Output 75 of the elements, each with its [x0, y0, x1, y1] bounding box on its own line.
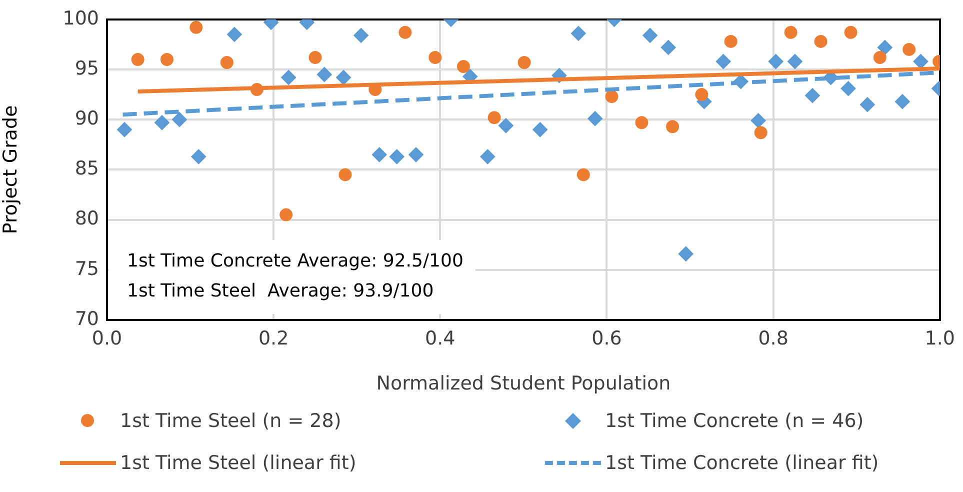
x-tick-label: 0.4 — [425, 327, 456, 350]
point — [873, 50, 886, 64]
point — [190, 20, 203, 34]
point — [840, 81, 856, 96]
point — [750, 113, 766, 128]
point — [635, 116, 648, 130]
point — [154, 115, 170, 130]
point — [666, 120, 680, 134]
point — [605, 90, 618, 104]
annotation: 1st Time Concrete Average: 92.5/100 — [127, 250, 464, 272]
x-tick-label: 0.6 — [592, 327, 622, 350]
point — [308, 50, 322, 64]
point — [877, 40, 892, 55]
point — [354, 28, 369, 43]
point — [784, 26, 798, 39]
legend-label: 1st Time Concrete (n = 46) — [605, 410, 864, 432]
y-tick-label: 80 — [74, 208, 99, 230]
point — [172, 112, 187, 128]
point — [160, 52, 174, 66]
point — [338, 168, 352, 182]
point — [576, 168, 590, 182]
point — [131, 52, 144, 66]
point — [894, 94, 910, 110]
point — [336, 70, 352, 86]
point — [488, 111, 501, 124]
point — [678, 246, 694, 262]
point — [754, 126, 768, 140]
point — [695, 88, 708, 102]
point — [456, 60, 470, 73]
point — [642, 28, 658, 43]
x-tick-label: 0.2 — [258, 327, 289, 350]
y-tick-label: 95 — [74, 57, 99, 80]
point — [787, 54, 802, 69]
point — [226, 26, 242, 42]
point — [280, 208, 293, 222]
y-axis-title: Project Grade — [0, 105, 22, 234]
point — [844, 26, 858, 39]
point — [116, 122, 132, 138]
x-tick-label: 0.0 — [92, 327, 122, 350]
point — [860, 97, 875, 112]
point — [316, 67, 332, 82]
point — [220, 56, 234, 69]
point — [191, 149, 206, 164]
x-tick-label: 1.0 — [924, 327, 955, 350]
y-tick-label: 70 — [74, 308, 99, 330]
point — [724, 34, 738, 48]
point — [408, 147, 424, 162]
point — [814, 34, 828, 48]
annotation: 1st Time Steel Average: 93.9/100 — [127, 280, 434, 302]
y-tick-label: 90 — [74, 108, 99, 130]
point — [281, 70, 296, 86]
y-tick-label: 85 — [74, 158, 99, 180]
point — [716, 54, 731, 69]
point — [660, 40, 676, 55]
x-tick-label: 0.8 — [758, 327, 788, 350]
point — [570, 26, 586, 41]
point — [389, 149, 404, 164]
point — [902, 42, 916, 56]
point — [480, 149, 496, 164]
y-tick-label: 75 — [74, 258, 99, 280]
point — [498, 118, 514, 134]
point — [768, 54, 784, 69]
point — [398, 26, 412, 39]
point — [428, 50, 442, 64]
legend-label: 1st Time Steel (linear fit) — [120, 452, 356, 474]
point — [588, 111, 603, 126]
point — [532, 122, 548, 138]
point — [913, 54, 928, 69]
legend-label: 1st Time Steel (n = 28) — [120, 410, 342, 432]
x-axis-title: Normalized Student Population — [376, 372, 671, 395]
legend-label: 1st Time Concrete (linear fit) — [605, 452, 879, 474]
point — [372, 147, 387, 162]
y-tick-label: 100 — [62, 7, 99, 30]
point — [804, 88, 820, 104]
point — [518, 56, 531, 69]
